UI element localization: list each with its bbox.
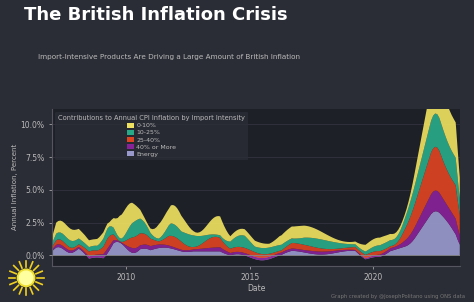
- Circle shape: [18, 269, 35, 287]
- Legend: 0-10%, 10-25%, 25-40%, 40% or More, Energy: 0-10%, 10-25%, 25-40%, 40% or More, Ener…: [55, 112, 248, 160]
- Text: Graph created by @JosephPolitano using ONS data: Graph created by @JosephPolitano using O…: [330, 294, 465, 299]
- Y-axis label: Annual Inflation, Percent: Annual Inflation, Percent: [12, 144, 18, 230]
- Circle shape: [19, 271, 33, 284]
- X-axis label: Date: Date: [247, 284, 265, 293]
- Text: Import-Intensive Products Are Driving a Large Amount of British Inflation: Import-Intensive Products Are Driving a …: [38, 54, 300, 60]
- Text: The British Inflation Crisis: The British Inflation Crisis: [24, 6, 287, 24]
